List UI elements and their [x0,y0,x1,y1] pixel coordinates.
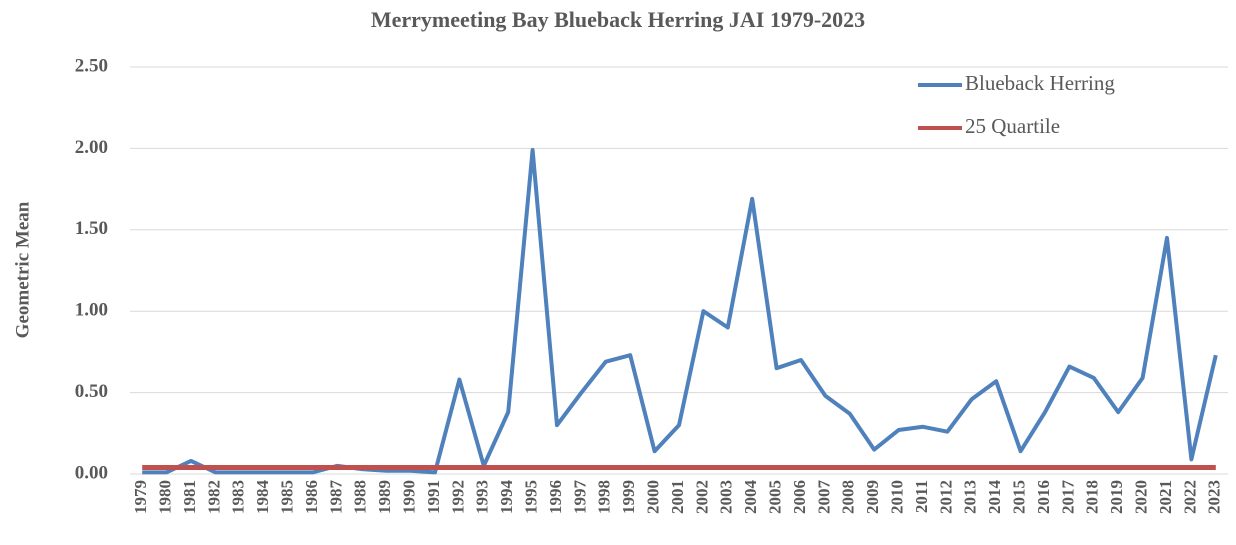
y-tick-label: 2.50 [75,55,108,76]
x-tick-label: 1991 [424,480,443,514]
y-tick-label: 0.00 [75,462,108,483]
x-tick-label: 1995 [522,480,541,514]
x-tick-label: 2019 [1107,480,1126,514]
x-tick-label: 1989 [375,480,394,514]
x-tick-label: 2014 [985,480,1004,515]
x-tick-label: 2012 [936,480,955,514]
x-tick-label: 1993 [473,480,492,514]
legend-label: 25 Quartile [965,114,1060,138]
x-tick-label: 2009 [863,480,882,514]
x-tick-label: 1980 [156,480,175,514]
x-tick-label: 2017 [1058,480,1077,515]
x-tick-label: 2023 [1205,480,1224,514]
x-tick-label: 2007 [814,480,833,515]
x-tick-label: 1990 [400,480,419,514]
x-tick-label: 1979 [131,480,150,514]
x-tick-label: 1986 [302,480,321,514]
legend-label: Blueback Herring [965,71,1115,95]
y-tick-label: 1.50 [75,218,108,239]
x-tick-label: 1988 [351,480,370,514]
x-tick-label: 2008 [839,480,858,514]
x-tick-label: 1999 [619,480,638,514]
x-tick-label: 2001 [668,480,687,514]
x-tick-label: 1996 [546,480,565,514]
y-axis-label: Geometric Mean [12,201,33,338]
x-tick-label: 2003 [717,480,736,514]
x-tick-label: 2010 [888,480,907,514]
chart-title: Merrymeeting Bay Blueback Herring JAI 19… [371,7,865,32]
x-tick-label: 1984 [253,480,272,515]
series-line [142,148,1218,475]
y-tick-label: 0.50 [75,381,108,402]
x-tick-label: 2002 [692,480,711,514]
x-tick-label: 2004 [741,480,760,515]
x-tick-label: 2005 [766,480,785,514]
y-tick-label: 2.00 [75,137,108,158]
x-tick-label: 2015 [1010,480,1029,514]
x-tick-label: 2021 [1156,480,1175,514]
x-tick-label: 2018 [1083,480,1102,514]
x-tick-label: 1983 [229,480,248,514]
x-tick-label: 2020 [1132,480,1151,514]
x-tick-label: 1981 [180,480,199,514]
x-tick-label: 1997 [570,480,589,515]
x-tick-label: 1998 [595,480,614,514]
x-tick-label: 2006 [790,480,809,514]
x-tick-label: 2022 [1180,480,1199,514]
x-tick-label: 1987 [326,480,345,515]
x-tick-label: 1982 [204,480,223,514]
y-tick-label: 1.00 [75,300,108,321]
x-tick-label: 2011 [912,480,931,513]
x-tick-label: 2016 [1034,480,1053,514]
x-tick-label: 1992 [448,480,467,514]
x-tick-label: 1994 [497,480,516,515]
x-tick-label: 2000 [644,480,663,514]
x-tick-label: 1985 [278,480,297,514]
x-tick-label: 2013 [961,480,980,514]
